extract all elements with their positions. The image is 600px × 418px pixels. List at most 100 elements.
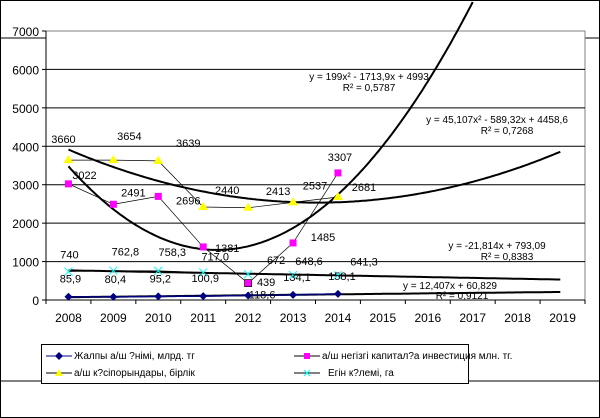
data-point [63, 155, 74, 164]
x-tick-label: 2008 [55, 311, 82, 325]
y-tick-label: 3000 [12, 179, 39, 193]
data-point [64, 267, 73, 276]
legend-label: а/ш к?сіпорындары, бірлік [74, 367, 195, 379]
gridlines [46, 30, 585, 263]
data-label: 1381 [215, 243, 239, 255]
x-tick-label: 2010 [145, 311, 172, 325]
data-label: 2681 [352, 182, 376, 194]
data-label: 641,3 [350, 256, 378, 268]
trend-r-squared: R² = 0,8383 [481, 252, 534, 263]
legend-item-crop-area: Егін к?лемі, га [294, 366, 394, 380]
x-tick-label: 2011 [190, 311, 216, 325]
legend-label: а/ш негізгі капитал?а инвестиция млн. тг… [322, 350, 513, 362]
data-label: 2696 [176, 195, 200, 207]
trendline-2 [68, 148, 561, 204]
data-point [288, 270, 298, 280]
x-tick-label: 2016 [414, 311, 441, 325]
data-point [153, 155, 164, 164]
data-point [288, 197, 299, 206]
data-point [289, 239, 297, 247]
x-marker-icon [294, 369, 320, 377]
data-label: 2537 [303, 180, 327, 192]
data-point [199, 292, 208, 301]
data-point [109, 200, 117, 208]
data-point [333, 289, 342, 298]
data-label: 648,6 [295, 256, 323, 268]
y-tick-label: 1000 [12, 256, 39, 270]
data-label: 717,0 [201, 251, 229, 263]
data-point [198, 202, 209, 211]
legend-item-enterprises: а/ш к?сіпорындары, бірлік [46, 366, 195, 380]
data-label: 2491 [121, 187, 145, 199]
data-point [153, 266, 163, 276]
trend-equation: y = -21,814x + 793,09 [448, 241, 546, 252]
legend: Жалпы а/ш ?німі, млрд. тг а/ш негізгі ка… [41, 344, 512, 384]
data-label: 3022 [72, 170, 96, 182]
data-label: 3660 [51, 134, 75, 146]
data-label: 2413 [266, 186, 290, 198]
y-tick-label: 4000 [12, 140, 39, 154]
y-tick-label: 6000 [12, 63, 39, 77]
axes: 0 1000 2000 3000 4000 5000 6000 7000 2008 2009 201… [12, 25, 586, 325]
legend-label: Егін к?лемі, га [328, 367, 394, 379]
x-tick-label: 2013 [280, 311, 307, 325]
x-tick-label: 2017 [459, 311, 486, 325]
data-label: 158,1 [328, 271, 356, 283]
data-label: 2440 [215, 185, 239, 197]
y-tick-label: 2000 [12, 217, 39, 231]
trend-r-squared: R² = 0,7268 [481, 126, 534, 137]
trend-equation: y = 12,407x + 60,829 [403, 281, 497, 292]
trend-r-squared: R² = 0,9121 [436, 291, 489, 302]
data-label: 100,9 [191, 273, 219, 285]
data-point [243, 202, 254, 211]
data-label: 80,4 [105, 274, 126, 286]
legend-item-gross-output: Жалпы а/ш ?німі, млрд. тг [46, 349, 195, 363]
y-tick-label: 5000 [12, 102, 39, 116]
data-label: 758,3 [159, 247, 187, 259]
trend-r-squared: R² = 0,5787 [343, 83, 396, 94]
data-point [108, 155, 119, 164]
data-point [154, 292, 163, 301]
data-label: 3639 [176, 138, 200, 150]
diamond-marker-icon [46, 352, 72, 360]
legend-label: Жалпы а/ш ?німі, млрд. тг [74, 350, 195, 362]
trend-equation: y = 45,107x² - 589,32x + 4458,6 [426, 115, 568, 126]
data-point [333, 271, 343, 280]
data-point [154, 192, 162, 200]
triangle-marker-icon [46, 369, 72, 376]
data-labels: 85,9 80,4 95,2 100,9 118,6 134,1 158,1 3022 2491… [51, 131, 378, 301]
trend-equation: y = 199x² - 1713,9x + 4993 [309, 72, 429, 83]
data-label: 3654 [117, 131, 141, 143]
series-group [63, 155, 343, 301]
plot-area [45, 30, 586, 301]
data-label: 134,1 [283, 272, 311, 284]
data-label: 762,8 [112, 247, 140, 259]
data-point [198, 268, 208, 277]
data-label: 740 [60, 250, 78, 262]
data-point [332, 192, 343, 201]
data-label: 118,6 [249, 289, 276, 301]
y-tick-label: 0 [32, 294, 39, 308]
x-tick-label: 2009 [100, 311, 127, 325]
data-label: 1485 [311, 232, 335, 244]
x-tick-label: 2014 [325, 311, 352, 325]
trendline-1 [67, 1, 474, 251]
data-point [244, 291, 253, 300]
x-tick-label: 2019 [549, 311, 576, 325]
data-point [244, 279, 252, 287]
data-point [334, 169, 342, 177]
x-tick-label: 2012 [235, 311, 262, 325]
data-point [109, 292, 118, 301]
data-point [64, 292, 73, 301]
data-label: 672 [267, 255, 285, 267]
data-point [64, 180, 72, 188]
x-tick-label: 2018 [504, 311, 531, 325]
data-point [199, 243, 207, 251]
data-point [243, 269, 253, 279]
data-label: 85,9 [60, 274, 81, 286]
legend-item-investment: а/ш негізгі капитал?а инвестиция млн. тг… [294, 349, 512, 363]
data-point [109, 266, 118, 276]
x-tick-label: 2015 [370, 311, 397, 325]
